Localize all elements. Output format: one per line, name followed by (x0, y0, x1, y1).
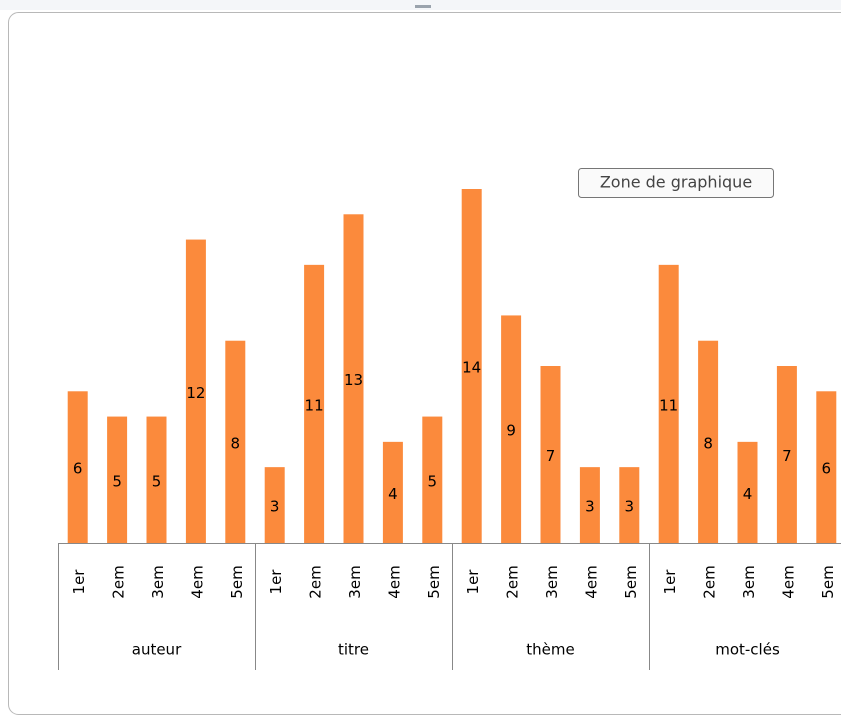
x-tick-label: 5em (425, 565, 443, 598)
data-label: 6 (822, 460, 832, 478)
data-label: 14 (462, 359, 481, 377)
data-label: 11 (659, 396, 678, 414)
x-tick-label: 2em (307, 565, 325, 598)
x-tick-label: 1er (267, 569, 285, 595)
x-tick-label: 1er (661, 569, 679, 595)
tooltip: Zone de graphique (579, 169, 774, 198)
x-tick-label: 4em (385, 565, 403, 598)
data-label: 7 (782, 447, 792, 465)
x-tick-label: 4em (582, 565, 600, 598)
data-label: 9 (506, 422, 516, 440)
resize-handle[interactable] (415, 5, 431, 8)
x-tick-label: 3em (740, 565, 758, 598)
x-tick-label: 3em (149, 565, 167, 598)
x-tick-label: 4em (779, 565, 797, 598)
data-label: 4 (743, 485, 753, 503)
x-tick-label: 1er (70, 569, 88, 595)
group-label: mot-clés (715, 641, 780, 659)
x-tick-label: 5em (819, 565, 837, 598)
data-label: 5 (152, 472, 162, 490)
x-tick-label: 3em (346, 565, 364, 598)
x-tick-label: 5em (622, 565, 640, 598)
x-tick-label: 2em (110, 565, 128, 598)
data-label: 6 (73, 460, 83, 478)
data-label: 3 (270, 498, 280, 516)
x-tick-label: 1er (464, 569, 482, 595)
group-label: thème (526, 641, 574, 659)
x-tick-label: 4em (188, 565, 206, 598)
group-label: auteur (132, 641, 182, 659)
data-label: 3 (585, 498, 595, 516)
x-tick-label: 2em (701, 565, 719, 598)
data-label: 4 (388, 485, 398, 503)
data-label: 5 (428, 472, 438, 490)
data-label: 13 (344, 371, 363, 389)
data-label: 8 (703, 434, 713, 452)
data-label: 11 (305, 396, 324, 414)
data-label: 5 (112, 472, 122, 490)
group-label: titre (338, 641, 369, 659)
x-tick-label: 2em (504, 565, 522, 598)
data-label: 8 (231, 434, 241, 452)
tooltip-text: Zone de graphique (600, 173, 752, 192)
x-tick-label: 5em (228, 565, 246, 598)
data-label: 7 (546, 447, 556, 465)
x-tick-label: 3em (543, 565, 561, 598)
data-label: 12 (186, 384, 205, 402)
data-label: 3 (625, 498, 635, 516)
